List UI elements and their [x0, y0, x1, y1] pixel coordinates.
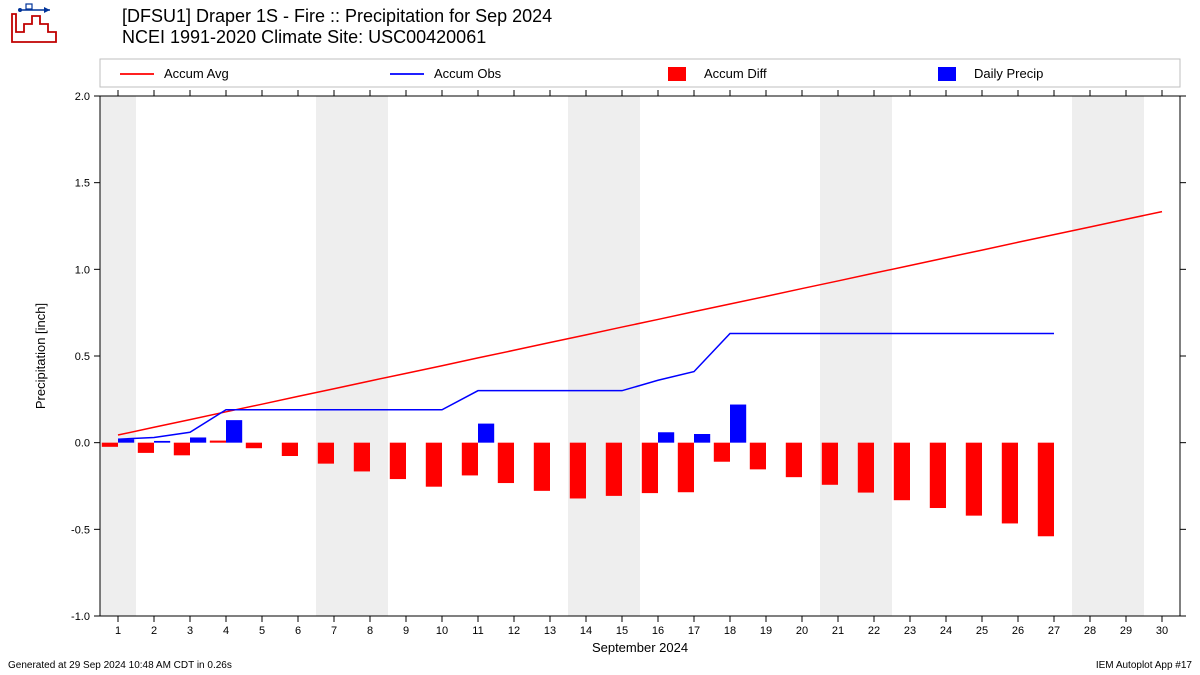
svg-text:Daily Precip: Daily Precip: [974, 66, 1043, 81]
svg-text:25: 25: [976, 625, 988, 637]
svg-text:12: 12: [508, 625, 520, 637]
precipitation-chart: -1.0-0.50.00.51.01.52.012345678910111213…: [0, 56, 1200, 656]
svg-text:4: 4: [223, 625, 229, 637]
svg-text:-0.5: -0.5: [71, 524, 90, 536]
svg-text:Precipitation [inch]: Precipitation [inch]: [33, 303, 48, 409]
svg-text:1.5: 1.5: [75, 178, 90, 190]
svg-text:10: 10: [436, 625, 448, 637]
app-credit: IEM Autoplot App #17: [1096, 660, 1192, 671]
svg-text:23: 23: [904, 625, 916, 637]
svg-text:18: 18: [724, 625, 736, 637]
svg-text:1: 1: [115, 625, 121, 637]
svg-text:26: 26: [1012, 625, 1024, 637]
svg-text:7: 7: [331, 625, 337, 637]
svg-text:Accum Diff: Accum Diff: [704, 66, 767, 81]
svg-text:24: 24: [940, 625, 952, 637]
svg-text:13: 13: [544, 625, 556, 637]
chart-title-line1: [DFSU1] Draper 1S - Fire :: Precipitatio…: [122, 6, 552, 27]
svg-text:5: 5: [259, 625, 265, 637]
svg-text:3: 3: [187, 625, 193, 637]
svg-text:21: 21: [832, 625, 844, 637]
svg-text:-1.0: -1.0: [71, 611, 90, 623]
svg-text:Accum Avg: Accum Avg: [164, 66, 229, 81]
svg-text:9: 9: [403, 625, 409, 637]
svg-text:2: 2: [151, 625, 157, 637]
svg-text:14: 14: [580, 625, 592, 637]
svg-text:1.0: 1.0: [75, 264, 90, 276]
svg-text:Accum Obs: Accum Obs: [434, 66, 502, 81]
iem-logo: [6, 2, 62, 46]
svg-text:2.0: 2.0: [75, 91, 90, 103]
chart-title-line2: NCEI 1991-2020 Climate Site: USC00420061: [122, 27, 552, 48]
svg-text:6: 6: [295, 625, 301, 637]
svg-text:September 2024: September 2024: [592, 640, 688, 655]
svg-text:29: 29: [1120, 625, 1132, 637]
svg-text:8: 8: [367, 625, 373, 637]
svg-text:22: 22: [868, 625, 880, 637]
svg-text:19: 19: [760, 625, 772, 637]
svg-text:30: 30: [1156, 625, 1168, 637]
svg-text:15: 15: [616, 625, 628, 637]
generated-timestamp: Generated at 29 Sep 2024 10:48 AM CDT in…: [8, 660, 232, 671]
svg-text:28: 28: [1084, 625, 1096, 637]
svg-text:20: 20: [796, 625, 808, 637]
svg-text:27: 27: [1048, 625, 1060, 637]
svg-text:0.0: 0.0: [75, 438, 90, 450]
svg-text:17: 17: [688, 625, 700, 637]
svg-text:11: 11: [472, 625, 483, 637]
svg-text:16: 16: [652, 625, 664, 637]
svg-text:0.5: 0.5: [75, 351, 90, 363]
